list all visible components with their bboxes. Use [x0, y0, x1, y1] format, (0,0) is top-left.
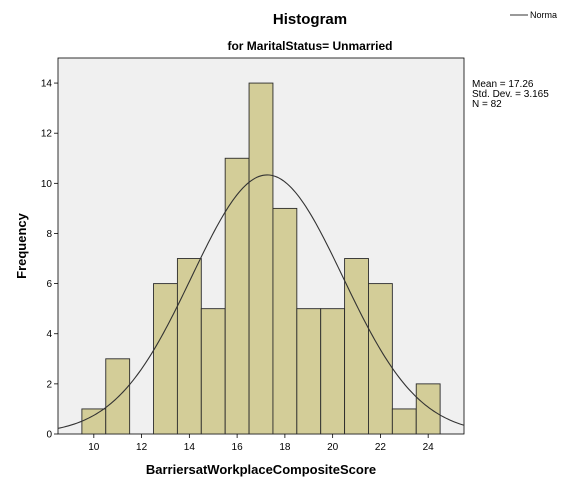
y-tick-label: 0 [46, 430, 52, 441]
bars-group [81, 82, 441, 435]
histogram-bar [272, 207, 298, 435]
y-tick-label: 4 [46, 329, 52, 340]
legend-label: Norma [530, 10, 557, 20]
histogram-bar [200, 308, 226, 435]
histogram-bar [105, 358, 131, 435]
histogram-bar [81, 408, 107, 435]
y-tick-label: 12 [41, 129, 53, 140]
x-tick-label: 18 [279, 442, 291, 453]
y-axis-label: Frequency [14, 212, 29, 279]
histogram-bar [344, 258, 369, 435]
x-tick-label: 22 [375, 442, 387, 453]
x-axis: 10 12 14 16 18 20 22 24 [88, 434, 434, 453]
x-axis-label: BarriersatWorkplaceCompositeScore [146, 462, 376, 477]
histogram-bar [368, 283, 393, 435]
y-tick-label: 6 [46, 279, 52, 290]
histogram-bar [153, 283, 178, 435]
histogram-bar [248, 82, 274, 435]
histogram-bar [224, 157, 250, 435]
stat-n: N = 82 [472, 99, 502, 110]
x-tick-label: 14 [184, 442, 196, 453]
y-axis: 0 2 4 6 8 10 12 14 [41, 79, 58, 441]
chart-title: Histogram [273, 11, 347, 28]
x-tick-label: 20 [327, 442, 339, 453]
y-tick-label: 2 [46, 379, 52, 390]
y-tick-label: 10 [41, 179, 53, 190]
histogram-bar [176, 258, 202, 435]
chart-subtitle: for MaritalStatus= Unmarried [227, 39, 392, 53]
x-tick-label: 10 [88, 442, 100, 453]
y-tick-label: 14 [41, 79, 53, 90]
x-tick-label: 24 [423, 442, 435, 453]
x-tick-label: 12 [136, 442, 148, 453]
histogram-bar [320, 308, 346, 435]
x-tick-label: 16 [232, 442, 244, 453]
histogram-bar [296, 308, 322, 435]
histogram-bar [391, 408, 417, 435]
normal-curve [57, 174, 465, 429]
stat-mean: Mean = 17.26 [472, 79, 534, 90]
stat-sd: Std. Dev. = 3.165 [472, 89, 549, 100]
y-tick-label: 8 [46, 229, 52, 240]
histogram-bar [415, 383, 441, 435]
